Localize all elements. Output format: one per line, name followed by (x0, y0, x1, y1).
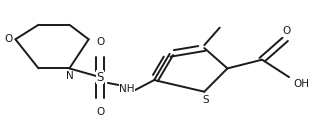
Text: O: O (96, 107, 104, 117)
Text: O: O (282, 26, 290, 36)
Text: O: O (96, 37, 104, 47)
Text: S: S (202, 95, 209, 105)
Text: NH: NH (120, 84, 135, 94)
Text: S: S (97, 71, 104, 84)
Text: N: N (66, 71, 73, 81)
Text: OH: OH (293, 79, 309, 89)
Text: O: O (4, 34, 12, 44)
